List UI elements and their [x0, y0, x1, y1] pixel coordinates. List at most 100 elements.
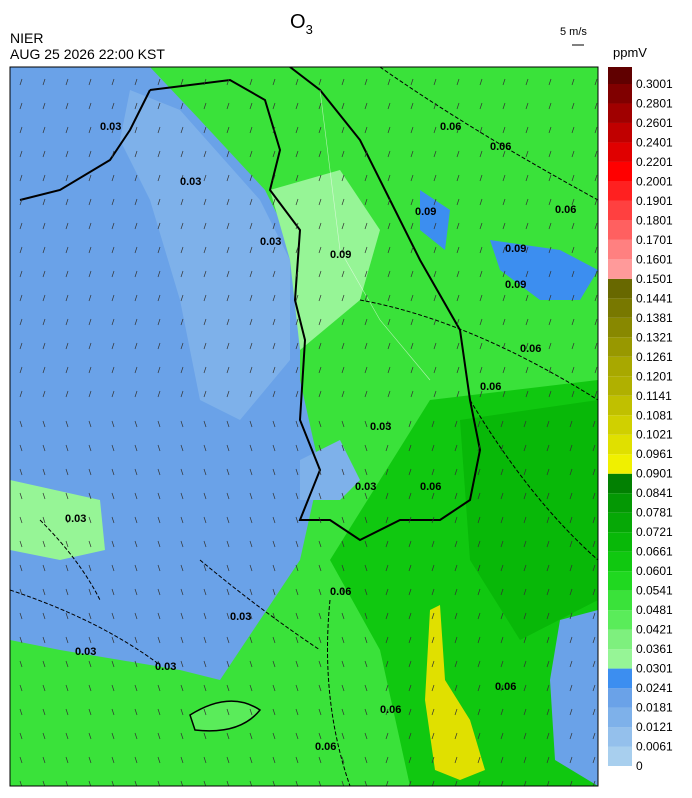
wind-arrow	[523, 732, 527, 740]
colorbar-tick-label: 0.1441	[636, 291, 673, 305]
wind-arrow	[456, 246, 460, 254]
wind-arrow	[272, 126, 276, 134]
wind-arrow	[546, 684, 550, 692]
wind-arrow	[42, 294, 46, 302]
wind-arrow	[111, 660, 115, 668]
wind-arrow	[548, 174, 552, 182]
wind-arrow	[410, 294, 414, 302]
contour-label: 0.06	[330, 586, 351, 598]
wind-arrow	[226, 564, 230, 572]
wind-arrow	[548, 318, 552, 326]
wind-arrow	[42, 684, 46, 692]
wind-arrow	[134, 564, 138, 572]
contour-label: 0.06	[495, 681, 516, 693]
wind-arrow	[88, 660, 92, 668]
wind-arrow	[548, 78, 552, 86]
wind-arrow	[454, 564, 458, 572]
wind-arrow	[180, 564, 184, 572]
wind-arrow	[341, 420, 345, 428]
wind-arrow	[65, 390, 69, 398]
wind-arrow	[569, 612, 573, 620]
wind-arrow	[548, 342, 552, 350]
wind-arrow	[295, 246, 299, 254]
wind-arrow	[569, 756, 573, 764]
wind-arrow	[88, 612, 92, 620]
wind-arrow	[431, 588, 435, 596]
wind-arrow	[157, 636, 161, 644]
wind-arrow	[318, 564, 322, 572]
wind-arrow	[295, 318, 299, 326]
wind-arrow	[295, 732, 299, 740]
wind-arrow	[546, 564, 550, 572]
wind-arrow	[249, 732, 253, 740]
wind-arrow	[410, 318, 414, 326]
wind-arrow	[180, 660, 184, 668]
wind-arrow	[295, 390, 299, 398]
wind-arrow	[364, 708, 368, 716]
wind-arrow	[295, 78, 299, 86]
wind-arrow	[318, 492, 322, 500]
wind-arrow	[387, 78, 391, 86]
wind-arrow	[134, 612, 138, 620]
wind-arrow	[408, 492, 412, 500]
wind-arrow	[272, 366, 276, 374]
wind-arrow	[318, 732, 322, 740]
wind-arrow	[226, 660, 230, 668]
wind-arrow	[42, 756, 46, 764]
wind-arrow	[203, 222, 207, 230]
wind-arrow	[546, 588, 550, 596]
wind-arrow	[65, 150, 69, 158]
wind-arrow	[134, 756, 138, 764]
wind-arrow	[500, 420, 504, 428]
wind-arrow	[592, 516, 596, 524]
wind-arrow	[157, 708, 161, 716]
wind-arrow	[454, 708, 458, 716]
wind-arrow	[272, 294, 276, 302]
wind-arrow	[523, 516, 527, 524]
wind-arrow	[226, 174, 230, 182]
wind-arrow	[479, 270, 483, 278]
wind-arrow	[157, 366, 161, 374]
contour-label: 0.09	[330, 249, 351, 261]
wind-arrow	[548, 102, 552, 110]
wind-arrow	[454, 684, 458, 692]
wind-arrow	[203, 684, 207, 692]
colorbar-tick-label: 0.0241	[636, 681, 673, 695]
wind-arrow	[272, 492, 276, 500]
wind-arrow	[19, 684, 23, 692]
colorbar-band	[608, 337, 632, 357]
wind-arrow	[387, 222, 391, 230]
colorbar-tick-label: 0.0781	[636, 506, 673, 520]
wind-arrow	[548, 294, 552, 302]
wind-arrow	[385, 564, 389, 572]
wind-arrow	[65, 420, 69, 428]
wind-arrow	[203, 660, 207, 668]
wind-arrow	[431, 636, 435, 644]
wind-arrow	[433, 78, 437, 86]
wind-arrow	[203, 294, 207, 302]
wind-arrow	[157, 420, 161, 428]
wind-arrow	[180, 708, 184, 716]
wind-arrow	[134, 390, 138, 398]
wind-arrow	[134, 270, 138, 278]
wind-arrow	[42, 780, 46, 786]
colorbar-band	[608, 590, 632, 611]
wind-arrow	[65, 444, 69, 452]
colorbar-band	[608, 668, 632, 689]
contour-label: 0.06	[520, 343, 541, 355]
wind-arrow	[226, 342, 230, 350]
contour-label: 0.03	[155, 661, 176, 673]
wind-arrow	[19, 612, 23, 620]
wind-arrow	[226, 126, 230, 134]
colorbar-band	[608, 434, 632, 455]
wind-arrow	[502, 366, 506, 374]
wind-arrow	[134, 492, 138, 500]
wind-arrow	[42, 150, 46, 158]
colorbar-tick-label: 0.1081	[636, 408, 673, 422]
wind-arrow	[592, 540, 596, 548]
wind-arrow	[134, 468, 138, 476]
wind-arrow	[502, 390, 506, 398]
wind-arrow	[203, 366, 207, 374]
wind-arrow	[42, 198, 46, 206]
wind-arrow	[525, 246, 529, 254]
